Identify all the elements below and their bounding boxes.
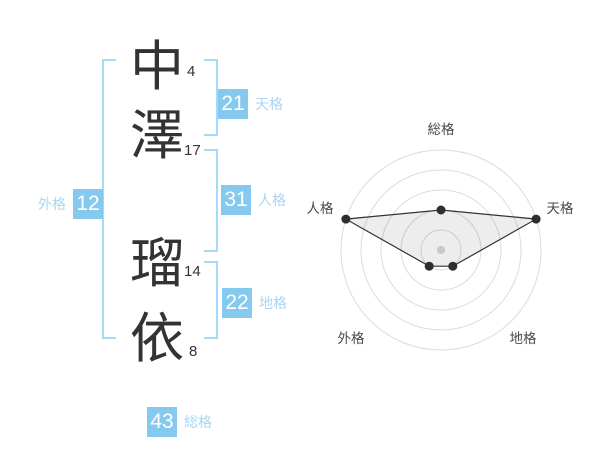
radar-axis-label: 人格 bbox=[307, 201, 334, 216]
soukaku-label: 総格 bbox=[184, 414, 212, 430]
radar-ring bbox=[380, 189, 502, 311]
radar-ring bbox=[360, 169, 522, 331]
radar-ring bbox=[340, 149, 542, 351]
stroke-count-1: 4 bbox=[187, 63, 196, 80]
stroke-count-4: 8 bbox=[189, 343, 198, 360]
radar-polygon bbox=[343, 209, 539, 267]
radar-chart: 総格天格地格 外格 人格 bbox=[295, 115, 595, 360]
tenkaku-score: 21 天格 bbox=[218, 89, 283, 119]
chikaku-score: 22 地格 bbox=[222, 288, 287, 318]
gaikaku-score: 外格 12 bbox=[34, 189, 103, 219]
tenkaku-label: 天格 bbox=[255, 96, 283, 112]
chikaku-bracket bbox=[204, 261, 218, 339]
jinkaku-bracket bbox=[204, 149, 218, 252]
jinkaku-label: 人格 bbox=[258, 192, 286, 208]
soukaku-value-badge: 43 bbox=[147, 407, 177, 437]
chikaku-label: 地格 bbox=[259, 295, 287, 311]
radar-vertex-dot bbox=[436, 205, 446, 215]
jinkaku-score: 31 人格 bbox=[221, 185, 286, 215]
chikaku-value-badge: 22 bbox=[222, 288, 252, 318]
gaikaku-bracket bbox=[102, 59, 116, 339]
tenkaku-value-badge: 21 bbox=[218, 89, 248, 119]
jinkaku-value-badge: 31 bbox=[221, 185, 251, 215]
radar-axis-label: 総格 bbox=[428, 122, 455, 137]
name-char-1: 中 bbox=[130, 37, 184, 97]
radar-axis-label: 外格 bbox=[338, 331, 365, 346]
tenkaku-bracket bbox=[204, 59, 218, 136]
radar-ring bbox=[420, 229, 462, 271]
radar-vertex-dot bbox=[531, 214, 541, 224]
gaikaku-label: 外格 bbox=[38, 196, 66, 212]
stroke-count-3: 14 bbox=[184, 263, 201, 280]
gaikaku-value-badge: 12 bbox=[73, 189, 103, 219]
name-char-4: 依 bbox=[130, 309, 184, 369]
radar-axis-label: 地格 bbox=[510, 331, 538, 346]
name-char-2: 澤 bbox=[130, 106, 184, 166]
soukaku-score: 43 総格 bbox=[147, 407, 212, 437]
name-char-3: 瑠 bbox=[130, 234, 184, 294]
stroke-count-2: 17 bbox=[184, 142, 201, 159]
radar-center-dot bbox=[437, 246, 445, 254]
radar-vertex-dot bbox=[341, 214, 351, 224]
radar-axis-label: 天格 bbox=[547, 201, 575, 216]
radar-vertex-dot bbox=[424, 261, 434, 271]
radar-vertex-dot bbox=[448, 261, 458, 271]
